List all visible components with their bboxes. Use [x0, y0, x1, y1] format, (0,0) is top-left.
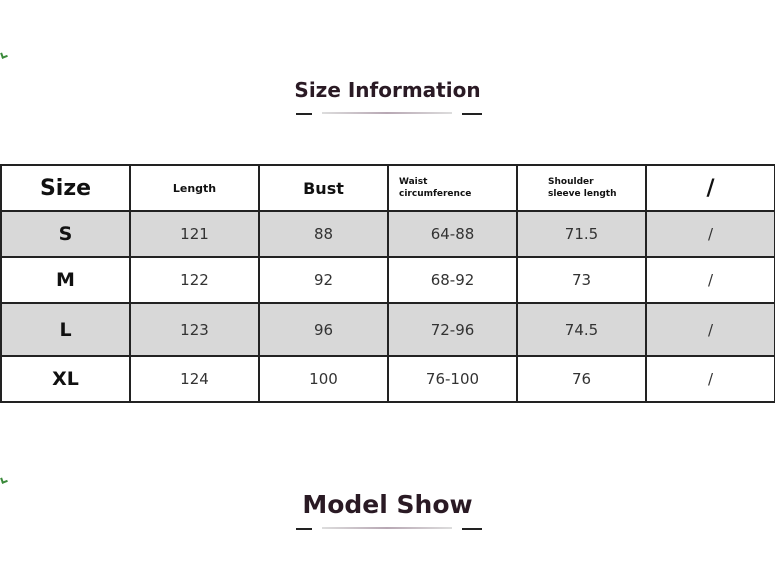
header-cell: Waist circumference [387, 164, 518, 212]
table-cell: / [645, 302, 775, 357]
header-cell: Shoulder sleeve length [516, 164, 647, 212]
table-row: S 121 88 64-88 71.5/ [0, 210, 775, 258]
header-cell: Bust [258, 164, 389, 212]
header-text: Shoulder sleeve length [548, 177, 617, 199]
section-title: Model Show [302, 490, 473, 519]
table-cell: M [0, 256, 131, 304]
section-title: Size Information [294, 78, 481, 102]
table-cell: 123 [129, 302, 260, 357]
table-row: XL 124 100 76-100 76/ [0, 355, 775, 403]
decoration [462, 113, 482, 115]
table-cell: L [0, 302, 131, 357]
decoration [296, 113, 312, 115]
table-row: M 122 92 68-92 73/ [0, 256, 775, 304]
table-cell: 72-96 [387, 302, 518, 357]
table-cell: 76 [516, 355, 647, 403]
table-cell: 88 [258, 210, 389, 258]
table-cell: 64-88 [387, 210, 518, 258]
table-cell: 100 [258, 355, 389, 403]
header-cell: / [645, 164, 775, 212]
mark [0, 51, 8, 59]
header-text: Waist circumference [399, 177, 472, 199]
decoration [462, 528, 482, 530]
table-cell: 76-100 [387, 355, 518, 403]
table-cell: 92 [258, 256, 389, 304]
header-cell: Length [129, 164, 260, 212]
table-cell: S [0, 210, 131, 258]
table-cell: XL [0, 355, 131, 403]
header-row: Size Length Bust Waist circumference Sho… [0, 164, 775, 212]
table-cell: / [645, 210, 775, 258]
table-cell: / [645, 355, 775, 403]
table-row: L 123 96 72-96 74.5/ [0, 302, 775, 357]
decoration [322, 527, 452, 529]
table-cell: 68-92 [387, 256, 518, 304]
table-cell: / [645, 256, 775, 304]
table-cell: 96 [258, 302, 389, 357]
decoration [322, 112, 452, 114]
table-cell: 73 [516, 256, 647, 304]
table-cell: 71.5 [516, 210, 647, 258]
table-cell: 74.5 [516, 302, 647, 357]
table-cell: 124 [129, 355, 260, 403]
header-cell: Size [0, 164, 131, 212]
decoration [296, 528, 312, 530]
mark [0, 476, 8, 484]
table-cell: 121 [129, 210, 260, 258]
table-cell: 122 [129, 256, 260, 304]
size-table: Size Length Bust Waist circumference Sho… [0, 164, 775, 403]
